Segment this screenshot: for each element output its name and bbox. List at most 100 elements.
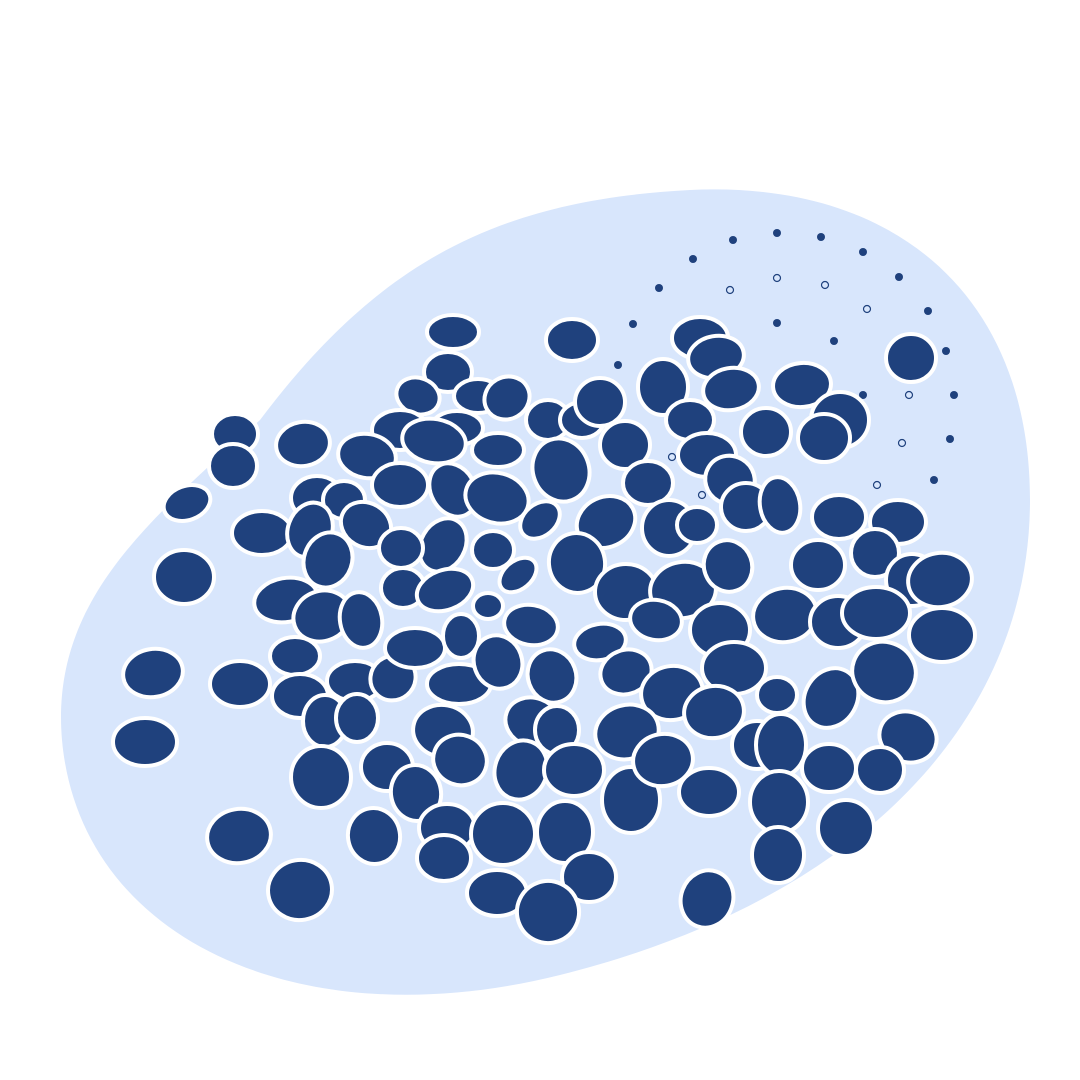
cell: [854, 745, 906, 795]
dot: [817, 233, 825, 241]
cell: [471, 591, 505, 621]
cell: [796, 412, 852, 464]
cell: [750, 825, 806, 885]
cell: [810, 493, 868, 541]
cell: [268, 635, 322, 677]
cell: [337, 590, 385, 650]
cell: [370, 461, 430, 509]
dot: [942, 347, 950, 355]
cell: [631, 731, 695, 789]
cell: [230, 509, 294, 557]
cell: [755, 675, 799, 715]
cell: [598, 647, 654, 697]
cell: [739, 406, 793, 458]
cell: [417, 516, 469, 574]
cell: [907, 606, 977, 664]
dot: [930, 476, 938, 484]
cell: [431, 732, 489, 788]
hollow-dot: [904, 390, 914, 400]
cell: [525, 647, 579, 705]
dot: [895, 273, 903, 281]
cell: [422, 350, 474, 394]
cell: [884, 332, 938, 384]
cell: [289, 744, 353, 810]
cell: [754, 712, 808, 778]
cell: [560, 850, 618, 904]
cell: [542, 742, 606, 798]
cell: [470, 431, 526, 469]
dot: [655, 284, 663, 292]
cell: [573, 376, 627, 428]
hollow-dot: [872, 480, 882, 490]
cell: [441, 612, 481, 660]
cell: [816, 798, 876, 858]
cell: [207, 442, 259, 490]
dot: [830, 337, 838, 345]
dot-grid: [614, 229, 958, 500]
cell: [470, 529, 516, 571]
cell: [415, 833, 473, 883]
cell: [675, 505, 719, 545]
cell: [771, 360, 833, 410]
hollow-dot: [697, 490, 707, 500]
dot: [859, 248, 867, 256]
cell: [800, 742, 858, 794]
cell: [414, 566, 476, 614]
cell: [518, 499, 562, 541]
cell: [111, 716, 179, 768]
cell: [544, 317, 600, 363]
cell: [425, 313, 481, 351]
cell: [205, 806, 273, 866]
cell: [502, 602, 560, 648]
cell: [748, 769, 810, 835]
dot: [629, 320, 637, 328]
hollow-dot: [667, 452, 677, 462]
cell: [801, 666, 861, 730]
cell: [208, 659, 272, 709]
cell: [546, 531, 608, 595]
hollow-dot: [897, 438, 907, 448]
cell: [400, 416, 468, 466]
cell: [572, 621, 628, 663]
cell-group: [111, 313, 977, 945]
cell: [757, 475, 803, 535]
cell: [469, 801, 537, 867]
cell: [161, 483, 213, 523]
hollow-dot: [862, 304, 872, 314]
cell: [789, 538, 847, 592]
dot: [729, 236, 737, 244]
dot: [950, 391, 958, 399]
cell: [677, 766, 741, 818]
cell: [849, 527, 901, 579]
cell: [301, 530, 355, 590]
cell: [628, 597, 684, 643]
cell: [377, 526, 425, 570]
cell: [383, 626, 447, 670]
cell: [682, 683, 746, 741]
cell: [274, 419, 332, 469]
cell: [121, 646, 185, 700]
dot: [614, 361, 622, 369]
dot: [689, 255, 697, 263]
dot: [859, 391, 867, 399]
cell: [345, 806, 403, 866]
cell: [598, 419, 652, 471]
cell: [515, 879, 581, 945]
cell: [463, 470, 531, 526]
cell: [152, 548, 216, 606]
cell: [701, 365, 761, 413]
hollow-dot: [820, 280, 830, 290]
cell: [334, 692, 380, 744]
dot: [773, 319, 781, 327]
cell: [482, 374, 532, 422]
hollow-dot: [772, 273, 782, 283]
dot: [924, 307, 932, 315]
cell: [840, 585, 912, 641]
cell: [497, 555, 539, 595]
cell: [266, 857, 334, 923]
cell: [850, 639, 918, 705]
cell: [701, 538, 755, 594]
dot: [946, 435, 954, 443]
cell: [678, 868, 736, 930]
